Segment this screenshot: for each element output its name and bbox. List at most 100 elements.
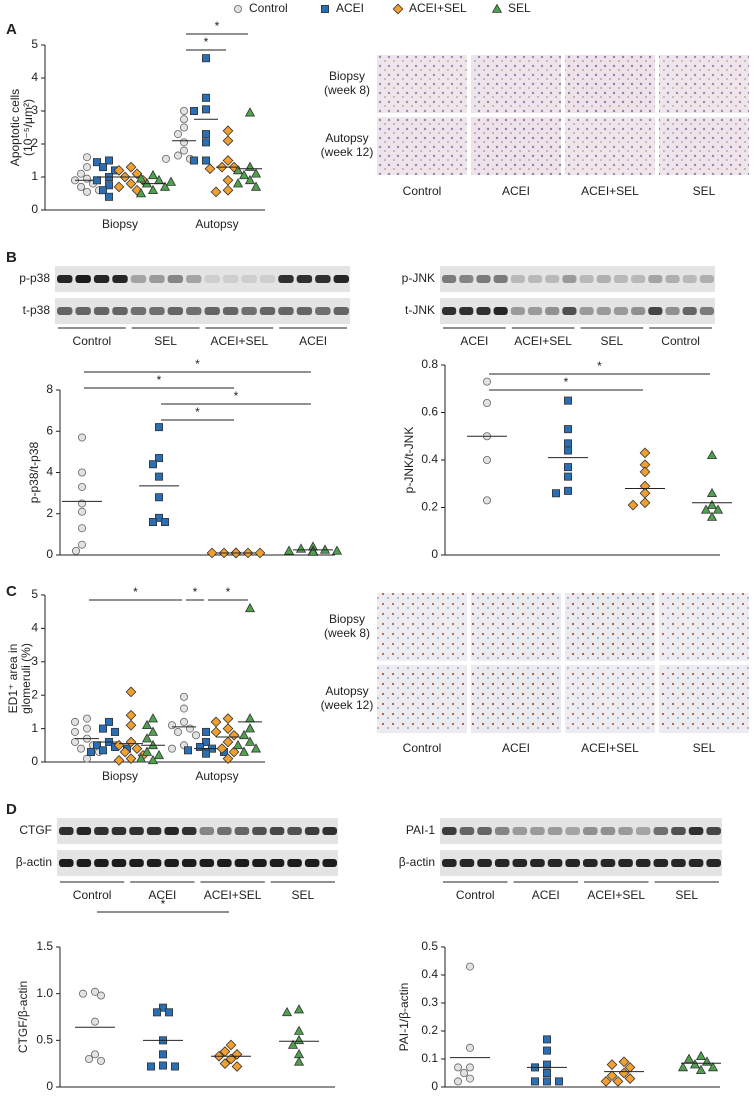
blot-band — [459, 859, 475, 867]
blot-band — [682, 275, 697, 283]
blot-band — [618, 827, 633, 835]
data-point — [231, 1048, 243, 1060]
blot-band — [217, 859, 232, 867]
blot-band — [57, 307, 73, 315]
y-tick-label: 5 — [31, 37, 38, 51]
blot-band — [477, 859, 492, 867]
data-point — [543, 1069, 552, 1078]
blot-group-label: ACEI+SEL — [514, 334, 572, 348]
data-point — [146, 1062, 155, 1071]
data-point — [222, 713, 234, 724]
data-point — [543, 1046, 552, 1055]
blot-band — [234, 859, 250, 867]
data-point — [222, 174, 234, 186]
blot-band — [234, 827, 250, 835]
data-point — [707, 1061, 719, 1072]
micrograph — [377, 55, 467, 113]
blot-group-label: Control — [73, 888, 112, 902]
data-point — [83, 174, 92, 183]
data-point — [700, 504, 712, 514]
data-point — [465, 1063, 474, 1072]
blot-label: p-JNK — [402, 271, 435, 285]
data-point — [93, 158, 102, 167]
data-point — [179, 717, 188, 726]
data-point — [158, 1061, 167, 1070]
data-point — [158, 1050, 167, 1059]
data-point — [712, 504, 724, 514]
blot-band — [648, 307, 663, 315]
blot-band — [494, 827, 510, 835]
blot-band — [665, 307, 680, 315]
data-point — [706, 487, 718, 498]
blot-band — [476, 307, 491, 315]
data-point — [148, 518, 157, 527]
data-point — [222, 723, 234, 734]
blot-band — [241, 275, 257, 283]
data-point — [99, 163, 108, 172]
blot-band — [93, 275, 110, 283]
data-point — [179, 107, 188, 116]
data-point — [170, 1062, 179, 1071]
data-point — [147, 754, 159, 765]
data-point — [639, 487, 651, 499]
data-point — [78, 468, 87, 477]
data-point — [222, 125, 234, 137]
significance-label: * — [215, 19, 220, 33]
y-tick-label: 0 — [46, 1079, 53, 1093]
data-point — [83, 754, 92, 763]
data-point — [164, 1008, 173, 1017]
blot-band — [653, 827, 669, 835]
blot-band — [93, 307, 110, 315]
data-point — [222, 753, 234, 765]
data-point — [232, 178, 244, 188]
data-point — [152, 1008, 161, 1017]
legend-label: ACEI+SEL — [409, 1, 467, 15]
blot-band — [600, 859, 616, 867]
data-point — [244, 723, 256, 733]
data-point — [206, 547, 218, 559]
data-point — [543, 1035, 552, 1044]
data-point — [543, 1060, 552, 1069]
legend-label: ACEI — [336, 1, 364, 15]
data-point — [201, 93, 210, 102]
y-tick-label: 5 — [31, 587, 38, 601]
blot-band — [333, 307, 349, 315]
blot-band — [512, 827, 528, 835]
y-tick-label: 0 — [431, 547, 438, 561]
data-point — [564, 396, 573, 405]
data-point — [695, 1050, 707, 1060]
data-point — [459, 1069, 468, 1078]
data-point — [161, 154, 170, 163]
data-point — [77, 182, 86, 191]
data-point — [173, 151, 182, 160]
blot-band — [333, 275, 349, 283]
data-point — [83, 163, 92, 172]
blot-band — [222, 275, 239, 283]
y-tick-label: 0.6 — [421, 405, 438, 419]
blot-group-label: ACEI — [532, 888, 560, 902]
data-point — [125, 736, 137, 748]
data-point — [244, 161, 256, 171]
blot-band — [477, 827, 492, 835]
data-point — [135, 753, 147, 763]
blot-band — [530, 827, 545, 835]
data-point — [201, 54, 210, 63]
significance-label: * — [204, 35, 209, 49]
blot-group-label: ACEI — [299, 334, 327, 348]
y-tick-label: 4 — [31, 70, 38, 84]
data-point — [91, 1017, 100, 1026]
data-point — [564, 463, 573, 472]
y-tick-label: 0.4 — [421, 452, 438, 466]
data-point — [99, 186, 108, 195]
blot-band — [241, 307, 257, 315]
legend-marker — [491, 3, 503, 13]
data-point — [238, 169, 250, 180]
blot-band — [186, 307, 202, 315]
blot-band — [671, 859, 686, 867]
legend-marker — [392, 3, 404, 15]
blot-band — [613, 275, 629, 283]
micrograph-row-label: (week 8) — [324, 626, 370, 640]
blot-band — [494, 859, 510, 867]
data-point — [201, 105, 210, 114]
